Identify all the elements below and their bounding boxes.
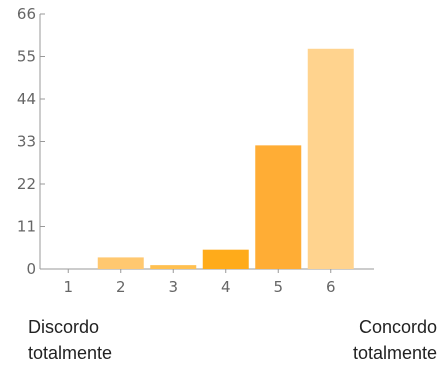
x-tick-label: 2 — [116, 278, 126, 296]
x-axis: 1 2 3 4 5 6 — [40, 268, 374, 296]
y-tick-label: 33 — [17, 133, 36, 151]
x-tick-label: 4 — [221, 278, 231, 296]
y-tick-label: 11 — [17, 218, 36, 236]
bars — [97, 48, 354, 269]
scale-low-caption-line-2: totalmente — [28, 343, 113, 363]
x-tick-label: 6 — [326, 278, 336, 296]
scale-high-caption-line-1: Concordo — [358, 317, 437, 337]
y-tick-label: 55 — [17, 48, 36, 66]
y-tick-label: 22 — [17, 175, 36, 193]
x-tick-label: 1 — [63, 278, 73, 296]
bar-4 — [202, 249, 249, 269]
bar-6 — [307, 48, 354, 269]
y-tick-label: 66 — [17, 5, 36, 23]
x-tick-label: 3 — [168, 278, 178, 296]
bar-2 — [97, 257, 144, 269]
bar-3 — [150, 265, 197, 269]
bar-5 — [255, 145, 302, 269]
x-tick-label: 5 — [273, 278, 283, 296]
y-axis: 0 11 22 33 44 55 66 — [17, 5, 45, 278]
y-tick-label: 44 — [17, 90, 36, 108]
scale-low-caption: Discordo totalmente — [28, 314, 112, 366]
scale-high-caption: Concordo totalmente — [353, 314, 437, 366]
scale-low-caption-line-1: Discordo — [28, 317, 100, 337]
y-tick-label: 0 — [26, 260, 36, 278]
scale-high-caption-line-2: totalmente — [352, 343, 437, 363]
bar-chart: 0 11 22 33 44 55 66 1 2 3 4 5 6 — [17, 5, 374, 296]
